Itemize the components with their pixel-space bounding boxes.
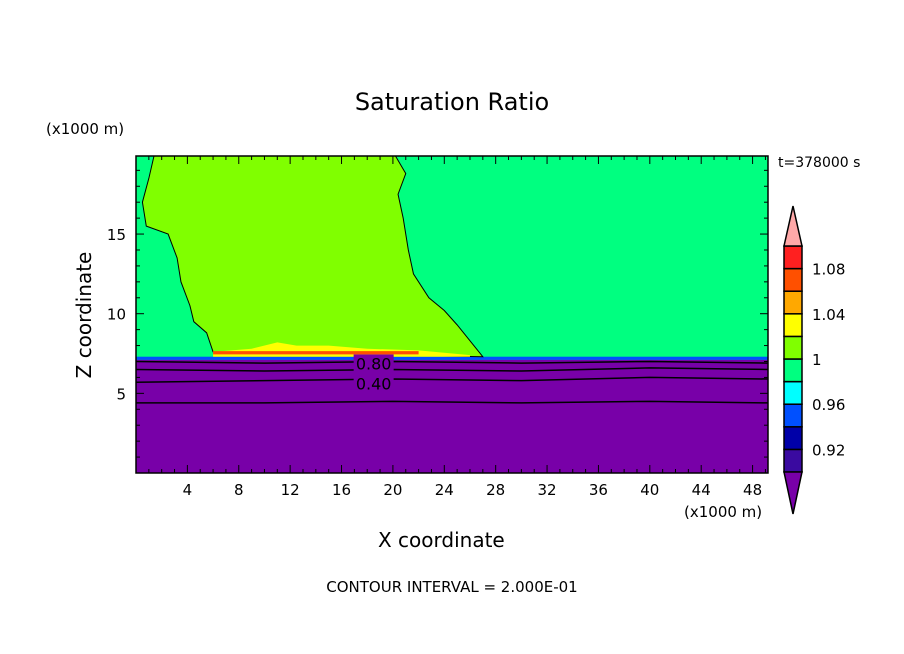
colorbar-swatch bbox=[783, 426, 803, 451]
x-tick-label: 40 bbox=[640, 481, 659, 499]
contour-label: 0.40 bbox=[356, 374, 392, 393]
x-tick-label: 28 bbox=[486, 481, 505, 499]
colorbar-tick-label: 1.04 bbox=[812, 306, 845, 324]
x-tick-label: 24 bbox=[435, 481, 454, 499]
colorbar-over-arrow bbox=[783, 205, 803, 247]
z-unit-label: (x1000 m) bbox=[46, 120, 125, 138]
region-blue-band bbox=[136, 356, 768, 360]
x-tick-label: 12 bbox=[281, 481, 300, 499]
colorbar-swatch bbox=[783, 380, 803, 405]
x-tick-label: 16 bbox=[332, 481, 351, 499]
contour-interval-label: CONTOUR INTERVAL = 2.000E-01 bbox=[326, 578, 578, 596]
colorbar-tick-label: 1 bbox=[812, 351, 822, 369]
x-tick-label: 36 bbox=[589, 481, 608, 499]
x-axis-label: X coordinate bbox=[378, 528, 505, 552]
colorbar-tick-label: 0.96 bbox=[812, 396, 845, 414]
x-unit-label: (x1000 m) bbox=[684, 503, 763, 521]
colorbar-swatch bbox=[783, 403, 803, 428]
colorbar-tick-label: 1.08 bbox=[812, 261, 845, 279]
region-2 bbox=[213, 351, 419, 355]
contour-label-bg bbox=[353, 374, 394, 393]
chart-title: Saturation Ratio bbox=[354, 88, 550, 116]
contour-line-3 bbox=[136, 400, 769, 404]
colorbar-swatch bbox=[783, 267, 803, 292]
region-0 bbox=[141, 155, 484, 358]
x-tick-label: 48 bbox=[743, 481, 762, 499]
contour-label: 0.80 bbox=[356, 354, 392, 373]
contour-line-0 bbox=[135, 360, 769, 364]
x-tick-label: 8 bbox=[234, 481, 244, 499]
plot-frame bbox=[135, 155, 769, 474]
y-tick-label: 10 bbox=[107, 306, 126, 324]
colorbar-swatch bbox=[783, 290, 803, 315]
x-tick-label: 44 bbox=[692, 481, 711, 499]
contour-line-1 bbox=[135, 367, 769, 372]
x-tick-label: 20 bbox=[383, 481, 402, 499]
y-tick-label: 15 bbox=[107, 226, 126, 244]
colorbar-under-arrow bbox=[783, 471, 803, 515]
contour-line-2 bbox=[135, 376, 769, 383]
y-tick-label: 5 bbox=[116, 385, 126, 403]
colorbar-swatch bbox=[783, 335, 803, 360]
region-3 bbox=[136, 359, 768, 473]
colorbar-swatch bbox=[783, 313, 803, 338]
x-tick-label: 32 bbox=[538, 481, 557, 499]
colorbar-swatch bbox=[783, 448, 803, 473]
time-label: t=378000 s bbox=[778, 155, 861, 171]
contour-label-bg bbox=[353, 354, 394, 373]
x-tick-label: 4 bbox=[183, 481, 193, 499]
colorbar-swatch bbox=[783, 245, 803, 270]
colorbar-swatch bbox=[783, 358, 803, 383]
colorbar-tick-label: 0.92 bbox=[812, 441, 845, 459]
